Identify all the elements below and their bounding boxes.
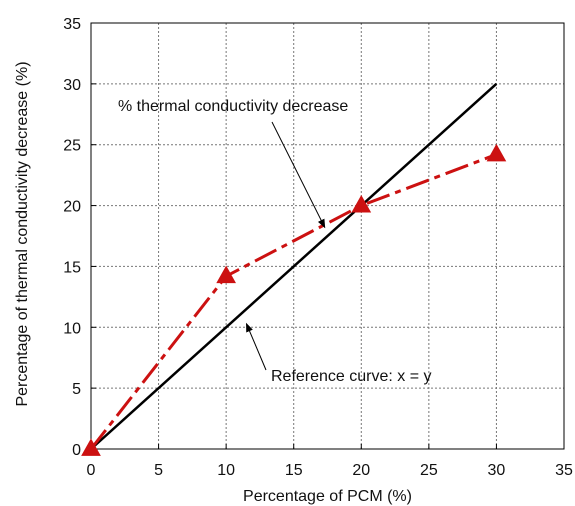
y-tick-label: 10 [63, 320, 81, 337]
y-tick-label: 25 [63, 138, 81, 155]
x-tick-label: 15 [285, 462, 303, 479]
x-tick-label: 30 [488, 462, 506, 479]
reference-line [90, 82, 498, 450]
plot-frame [90, 22, 565, 450]
triangle-data-point [486, 143, 507, 162]
grid [91, 23, 564, 449]
annotation-arrow [245, 322, 267, 371]
y-tick-label: 5 [72, 381, 81, 398]
x-tick-label: 25 [420, 462, 438, 479]
axis-ticks: 0 5 10 15 20 25 30 35 0 5 10 15 20 25 30 35 [63, 16, 573, 479]
y-tick-label: 30 [63, 77, 81, 94]
triangle-data-point [351, 194, 372, 213]
y-tick-label: 20 [63, 199, 81, 216]
x-tick-label: 0 [87, 462, 96, 479]
y-tick-label: 15 [63, 259, 81, 276]
triangle-data-point [81, 438, 101, 456]
x-tick-label: 5 [154, 462, 163, 479]
annotation-label: % thermal conductivity decrease [118, 98, 348, 115]
y-axis-title: Percentage of thermal conductivity decre… [14, 61, 31, 406]
y-tick-label: 0 [72, 442, 81, 459]
x-axis-title: Percentage of PCM (%) [243, 488, 412, 505]
annotation-label: Reference curve: x = y [271, 368, 432, 385]
annotations: % thermal conductivity decrease Reference… [118, 98, 432, 385]
x-tick-label: 20 [352, 462, 370, 479]
conductivity-decrease-line [89, 153, 497, 450]
x-tick-label: 10 [217, 462, 235, 479]
triangle-data-point [216, 265, 236, 284]
annotation-arrow [271, 121, 326, 229]
x-tick-label: 35 [555, 462, 573, 479]
series [81, 82, 507, 456]
y-tick-label: 35 [63, 16, 81, 33]
